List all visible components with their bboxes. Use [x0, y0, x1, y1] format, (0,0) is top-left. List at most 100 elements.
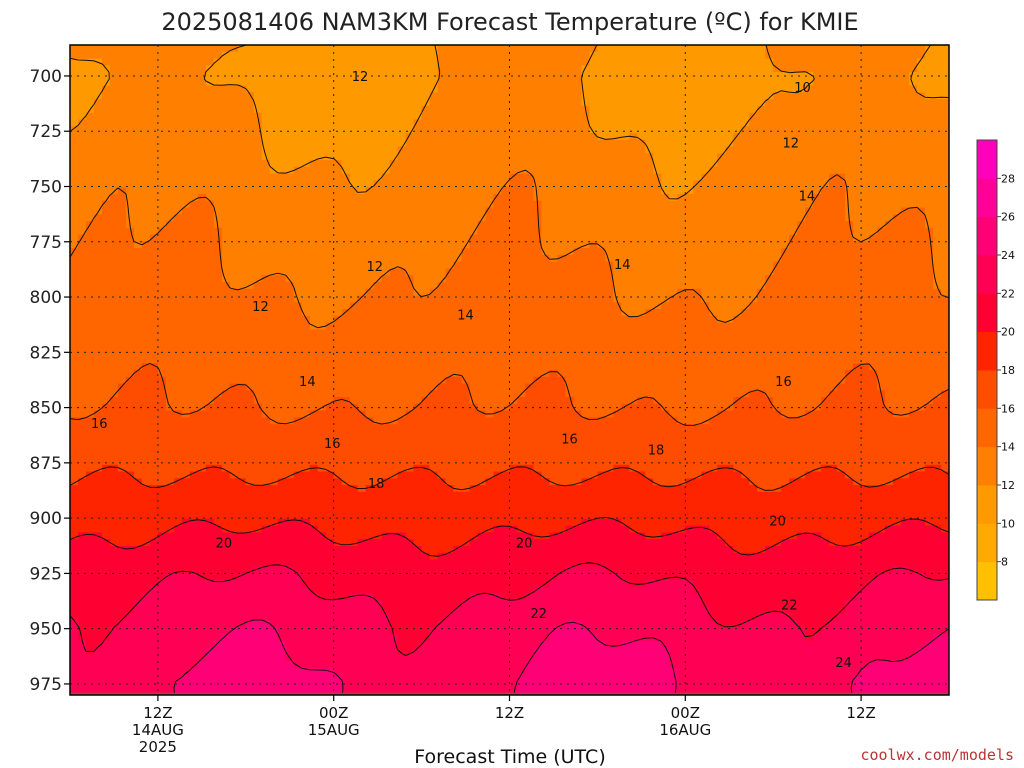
fill-cell [885, 160, 894, 168]
fill-cell [749, 139, 758, 148]
fill-cell [557, 45, 567, 53]
fill-cell [285, 58, 295, 66]
fill-cell [773, 153, 782, 161]
fill-cell [885, 78, 894, 87]
fill-cell [885, 99, 894, 107]
fill-cell [93, 200, 103, 209]
fill-cell [293, 261, 303, 270]
fill-cell [173, 187, 183, 195]
fill-cell [109, 322, 119, 330]
fill-cell [117, 275, 127, 283]
fill-cell [101, 221, 111, 229]
fill-cell [125, 234, 135, 242]
fill-cell [221, 193, 231, 202]
fill-cell [197, 92, 207, 100]
fill-cell [173, 207, 183, 215]
fill-cell [317, 281, 327, 290]
fill-cell [125, 160, 135, 168]
fill-cell [837, 241, 846, 249]
fill-cell [157, 241, 167, 249]
fill-cell [205, 65, 215, 73]
fill-cell [517, 99, 527, 107]
fill-cell [621, 51, 630, 60]
fill-cell [189, 146, 199, 154]
fill-cell [541, 65, 551, 73]
fill-cell [109, 329, 119, 337]
fill-cell [77, 51, 87, 60]
fill-cell [933, 139, 942, 148]
fill-cell [85, 200, 95, 209]
fill-cell [821, 342, 830, 351]
fill-cell [269, 180, 279, 188]
fill-cell [261, 275, 271, 283]
fill-cell [925, 58, 934, 66]
fill-cell [469, 315, 479, 324]
fill-cell [853, 119, 862, 127]
fill-cell [933, 126, 942, 134]
fill-cell [805, 207, 814, 215]
fill-cell [717, 85, 726, 93]
fill-cell [277, 133, 287, 141]
fill-cell [765, 160, 774, 168]
fill-cell [229, 153, 239, 161]
fill-cell [509, 281, 519, 290]
fill-cell [389, 166, 399, 175]
fill-cell [581, 99, 591, 107]
fill-cell [197, 65, 207, 73]
fill-cell [589, 45, 598, 53]
fill-cell [349, 58, 359, 66]
fill-cell [701, 200, 710, 209]
fill-cell [213, 336, 223, 344]
fill-cell [685, 261, 694, 270]
fill-cell [525, 133, 535, 141]
fill-cell [821, 85, 830, 93]
fill-cell [429, 248, 439, 256]
fill-cell [725, 133, 734, 141]
fill-cell [117, 248, 127, 256]
fill-cell [805, 288, 814, 297]
fill-cell [877, 146, 886, 154]
fill-cell [213, 58, 223, 66]
fill-cell [605, 248, 614, 256]
fill-cell [157, 275, 167, 283]
fill-cell [621, 126, 630, 134]
fill-cell [725, 65, 734, 73]
fill-cell [133, 349, 143, 358]
fill-cell [325, 139, 335, 148]
fill-cell [349, 234, 359, 242]
fill-cell [141, 153, 151, 161]
fill-cell [357, 254, 367, 263]
fill-cell [589, 193, 598, 202]
fill-cell [717, 187, 726, 195]
fill-cell [557, 160, 567, 168]
fill-cell [309, 221, 319, 229]
fill-cell [565, 214, 575, 222]
fill-cell [725, 295, 734, 303]
fill-cell [917, 133, 926, 141]
fill-cell [477, 268, 487, 276]
fill-cell [453, 92, 463, 100]
fill-cell [861, 153, 870, 161]
fill-cell [853, 193, 862, 202]
fill-cell [589, 112, 598, 121]
fill-cell [373, 261, 383, 270]
fill-cell [589, 329, 598, 337]
fill-cell [877, 187, 886, 195]
fill-cell [717, 92, 726, 100]
fill-cell [389, 65, 399, 73]
fill-cell [789, 45, 798, 53]
fill-cell [525, 322, 535, 330]
fill-cell [709, 221, 718, 229]
fill-cell [117, 254, 127, 263]
fill-cell [453, 315, 463, 324]
fill-cell [853, 99, 862, 107]
fill-cell [757, 342, 766, 351]
fill-cell [725, 146, 734, 154]
fill-cell [269, 119, 279, 127]
fill-cell [397, 322, 407, 330]
fill-cell [421, 281, 431, 290]
fill-cell [309, 248, 319, 256]
fill-cell [661, 166, 670, 175]
fill-cell [493, 254, 503, 263]
fill-cell [333, 207, 343, 215]
